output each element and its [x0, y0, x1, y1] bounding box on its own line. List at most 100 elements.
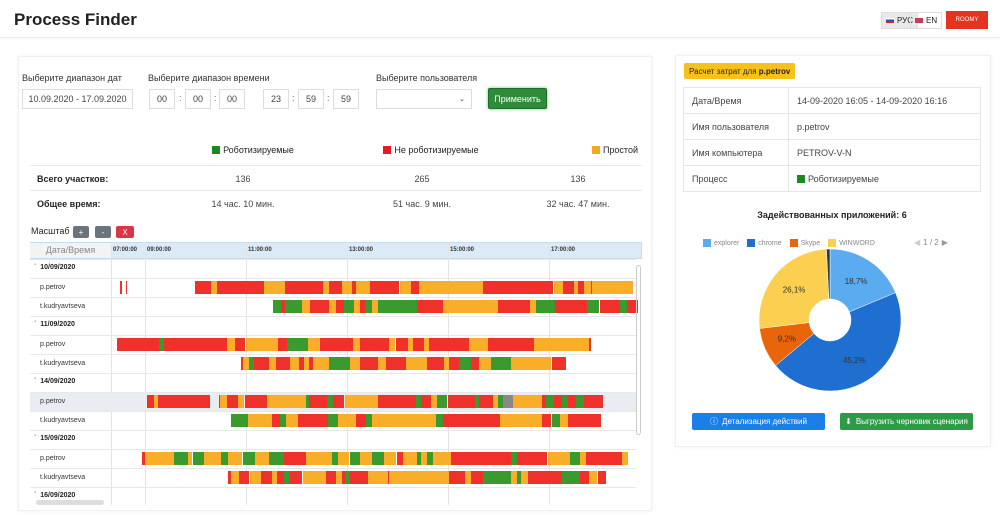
gantt-segment[interactable]: [350, 357, 361, 370]
gantt-segment[interactable]: [271, 414, 280, 427]
date-range-input[interactable]: 10.09.2020 - 17.09.2020: [22, 89, 133, 109]
gantt-segment[interactable]: [377, 300, 417, 313]
gantt-segment[interactable]: [575, 395, 584, 408]
gantt-segment[interactable]: [510, 471, 518, 484]
gantt-segment[interactable]: [443, 414, 501, 427]
gantt-segment[interactable]: [284, 281, 324, 294]
gantt-segment[interactable]: [328, 414, 338, 427]
pie-slice[interactable]: [829, 248, 896, 313]
gantt-segment[interactable]: [360, 357, 379, 370]
gantt-segment[interactable]: [587, 300, 600, 313]
gantt-segment[interactable]: [443, 300, 498, 313]
gantt-segment[interactable]: [366, 414, 373, 427]
gantt-segment[interactable]: [272, 300, 282, 313]
zoom-out-button[interactable]: -: [95, 226, 111, 238]
gantt-segment[interactable]: [239, 471, 250, 484]
gantt-segment[interactable]: [437, 395, 448, 408]
gantt-segment[interactable]: [517, 452, 548, 465]
gantt-segment[interactable]: [286, 338, 309, 351]
gantt-segment[interactable]: [119, 281, 123, 294]
gantt-segment[interactable]: [474, 395, 479, 408]
gantt-segment[interactable]: [320, 338, 329, 351]
gantt-segment[interactable]: [599, 300, 620, 313]
gantt-segment[interactable]: [621, 452, 628, 465]
gantt-segment[interactable]: [249, 471, 261, 484]
time-to-seconds[interactable]: 59: [333, 89, 359, 109]
gantt-segment[interactable]: [553, 281, 563, 294]
gantt-segment[interactable]: [378, 357, 387, 370]
gantt-segment[interactable]: [389, 471, 449, 484]
legend-item[interactable]: WINWORD: [828, 239, 875, 247]
gantt-segment[interactable]: [226, 395, 238, 408]
gantt-segment[interactable]: [342, 281, 352, 294]
gantt-segment[interactable]: [230, 471, 240, 484]
gantt-segment[interactable]: [370, 281, 400, 294]
gantt-segment[interactable]: [503, 395, 514, 408]
gantt-segment[interactable]: [243, 357, 249, 370]
zoom-in-button[interactable]: +: [73, 226, 89, 238]
gantt-segment[interactable]: [306, 395, 309, 408]
gantt-segment[interactable]: [378, 395, 416, 408]
gantt-segment[interactable]: [351, 281, 356, 294]
gantt-segment[interactable]: [289, 357, 299, 370]
gantt-segment[interactable]: [245, 338, 278, 351]
gantt-segment[interactable]: [626, 300, 638, 313]
gantt-segment[interactable]: [590, 281, 592, 294]
gantt-segment[interactable]: [276, 471, 284, 484]
gantt-segment[interactable]: [418, 281, 483, 294]
gantt-segment[interactable]: [349, 452, 360, 465]
gantt-segment[interactable]: [211, 281, 218, 294]
gantt-segment[interactable]: [360, 338, 390, 351]
gantt-segment[interactable]: [411, 281, 419, 294]
gantt-segment[interactable]: [415, 395, 422, 408]
day-group-label[interactable]: ˙ 14/09/2020: [34, 378, 76, 385]
gantt-segment[interactable]: [553, 395, 562, 408]
gantt-segment[interactable]: [231, 414, 248, 427]
gantt-segment[interactable]: [464, 471, 471, 484]
gantt-segment[interactable]: [159, 338, 164, 351]
gantt-segment[interactable]: [218, 395, 221, 408]
gantt-segment[interactable]: [333, 395, 345, 408]
gantt-vertical-scrollbar[interactable]: [636, 265, 641, 435]
gantt-segment[interactable]: [220, 395, 227, 408]
action-details-button[interactable]: ⓘ Детализация действий: [692, 413, 825, 430]
gantt-segment[interactable]: [589, 338, 592, 351]
gantt-segment[interactable]: [416, 300, 443, 313]
gantt-segment[interactable]: [396, 452, 403, 465]
gantt-segment[interactable]: [551, 414, 561, 427]
gantt-segment[interactable]: [500, 414, 542, 427]
gantt-segment[interactable]: [560, 414, 568, 427]
gantt-segment[interactable]: [470, 357, 479, 370]
gantt-segment[interactable]: [337, 414, 357, 427]
gantt-segment[interactable]: [328, 281, 342, 294]
gantt-segment[interactable]: [546, 395, 554, 408]
gantt-segment[interactable]: [275, 357, 290, 370]
gantt-segment[interactable]: [228, 452, 243, 465]
gantt-segment[interactable]: [482, 471, 511, 484]
gantt-segment[interactable]: [444, 357, 450, 370]
legend-item[interactable]: chrome: [747, 239, 782, 247]
gantt-segment[interactable]: [510, 357, 552, 370]
day-group-label[interactable]: ˙ 11/09/2020: [34, 321, 75, 328]
gantt-segment[interactable]: [268, 357, 276, 370]
gantt-segment[interactable]: [345, 471, 351, 484]
gantt-segment[interactable]: [372, 414, 436, 427]
gantt-segment[interactable]: [573, 281, 578, 294]
gantt-segment[interactable]: [304, 357, 309, 370]
gantt-segment[interactable]: [449, 471, 465, 484]
legend-item[interactable]: explorer: [703, 239, 739, 247]
gantt-segment[interactable]: [117, 338, 160, 351]
gantt-segment[interactable]: [285, 300, 303, 313]
gantt-segment[interactable]: [283, 471, 290, 484]
gantt-segment[interactable]: [513, 395, 542, 408]
gantt-segment[interactable]: [247, 414, 272, 427]
gantt-segment[interactable]: [386, 357, 406, 370]
gantt-segment[interactable]: [547, 452, 570, 465]
gantt-segment[interactable]: [567, 414, 601, 427]
gantt-segment[interactable]: [323, 281, 329, 294]
gantt-segment[interactable]: [421, 452, 427, 465]
gantt-segment[interactable]: [449, 357, 460, 370]
gantt-segment[interactable]: [241, 357, 243, 370]
gantt-segment[interactable]: [354, 300, 360, 313]
zoom-reset-button[interactable]: X: [116, 226, 134, 238]
